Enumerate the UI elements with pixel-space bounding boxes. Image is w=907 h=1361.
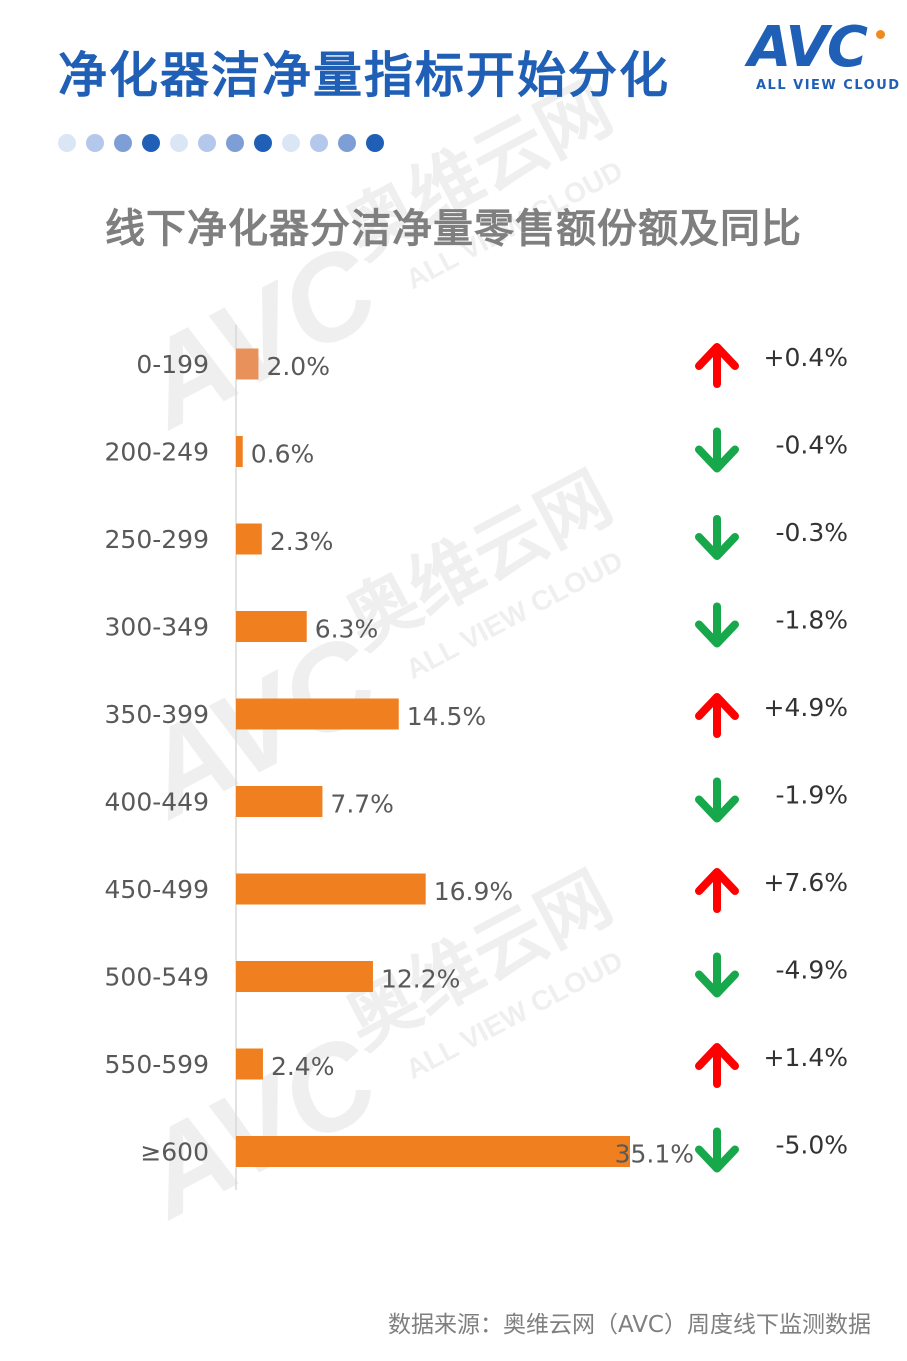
yoy-change-label: +7.6% <box>764 868 848 897</box>
decor-dot <box>310 134 328 152</box>
arrow-head <box>695 1145 739 1173</box>
decor-dot <box>58 134 76 152</box>
arrow-down-icon <box>695 952 739 998</box>
bar <box>236 698 399 730</box>
category-label: 300-349 <box>105 613 209 642</box>
logo-dot <box>876 30 885 39</box>
decor-dot <box>254 134 272 152</box>
category-label: 400-449 <box>105 788 209 817</box>
decor-dot <box>170 134 188 152</box>
data-label: 16.9% <box>434 877 513 906</box>
arrow-up-icon <box>695 343 739 388</box>
category-label: 200-249 <box>105 438 209 467</box>
arrow-down-icon <box>695 602 739 648</box>
chart-title: 线下净化器分洁净量零售额份额及同比 <box>105 206 802 252</box>
bar <box>236 348 259 380</box>
data-label: 2.3% <box>270 527 334 556</box>
arrow-head <box>695 693 739 720</box>
bar <box>236 961 373 992</box>
decor-dot <box>366 134 384 152</box>
category-label: 0-199 <box>136 350 209 379</box>
bar-chart: 0-199 2.0% +0.4% 200-249 0.6% -0.4% 250-299 2.3… <box>105 325 848 1190</box>
category-label: ≥600 <box>140 1138 209 1167</box>
decor-dot <box>114 134 132 152</box>
data-label: 12.2% <box>381 965 460 994</box>
bar <box>236 436 243 467</box>
arrow-head <box>695 1043 739 1070</box>
yoy-change-label: -4.9% <box>775 956 848 985</box>
arrow-head <box>695 533 739 560</box>
arrow-down-icon <box>695 1127 739 1173</box>
decorative-dots <box>58 134 384 152</box>
logo-tagline: ALL VIEW CLOUD <box>756 78 901 93</box>
arrow-up-icon <box>695 1043 739 1088</box>
yoy-change-label: -0.3% <box>775 518 848 547</box>
decor-dot <box>198 134 216 152</box>
yoy-change-label: -5.0% <box>775 1131 848 1160</box>
bar <box>236 873 426 905</box>
arrow-up-icon <box>695 693 739 738</box>
bar <box>236 523 262 555</box>
data-label: 14.5% <box>407 702 486 731</box>
arrow-head <box>695 970 739 998</box>
arrow-head <box>695 868 739 895</box>
arrow-down-icon <box>695 515 739 560</box>
page-title: 净化器洁净量指标开始分化 <box>58 47 671 104</box>
arrow-head <box>695 795 739 823</box>
arrow-head <box>695 343 739 370</box>
data-label: 7.7% <box>330 790 394 819</box>
arrow-up-icon <box>695 868 739 913</box>
yoy-change-label: -1.8% <box>775 606 848 635</box>
data-source: 数据来源：奥维云网（AVC）周度线下监测数据 <box>387 1312 871 1338</box>
yoy-change-label: +4.9% <box>764 693 848 722</box>
category-label: 500-549 <box>105 963 209 992</box>
arrow-down-icon <box>695 427 739 473</box>
data-label: 2.4% <box>271 1052 335 1081</box>
avc-logo: AVC ALL VIEW CLOUD <box>748 15 899 98</box>
bar <box>236 611 307 642</box>
arrow-head <box>695 445 739 473</box>
data-label: 2.0% <box>266 352 330 381</box>
decor-dot <box>142 134 160 152</box>
data-label: 0.6% <box>251 440 315 469</box>
category-label: 450-499 <box>105 875 209 904</box>
data-label: 35.1% <box>615 1140 694 1169</box>
category-label: 250-299 <box>105 525 209 554</box>
yoy-change-label: -1.9% <box>775 781 848 810</box>
yoy-change-label: -0.4% <box>775 431 848 460</box>
decor-dot <box>86 134 104 152</box>
arrow-head <box>695 620 739 648</box>
decor-dot <box>282 134 300 152</box>
category-label: 550-599 <box>105 1050 209 1079</box>
decor-dot <box>338 134 356 152</box>
bar <box>236 1136 630 1167</box>
decor-dot <box>226 134 244 152</box>
data-label: 6.3% <box>315 615 379 644</box>
category-label: 350-399 <box>105 700 209 729</box>
arrow-down-icon <box>695 777 739 823</box>
bar <box>236 1048 263 1080</box>
yoy-change-label: +0.4% <box>764 343 848 372</box>
bar <box>236 786 323 817</box>
logo-letters: AVC <box>748 15 868 80</box>
yoy-change-label: +1.4% <box>764 1043 848 1072</box>
